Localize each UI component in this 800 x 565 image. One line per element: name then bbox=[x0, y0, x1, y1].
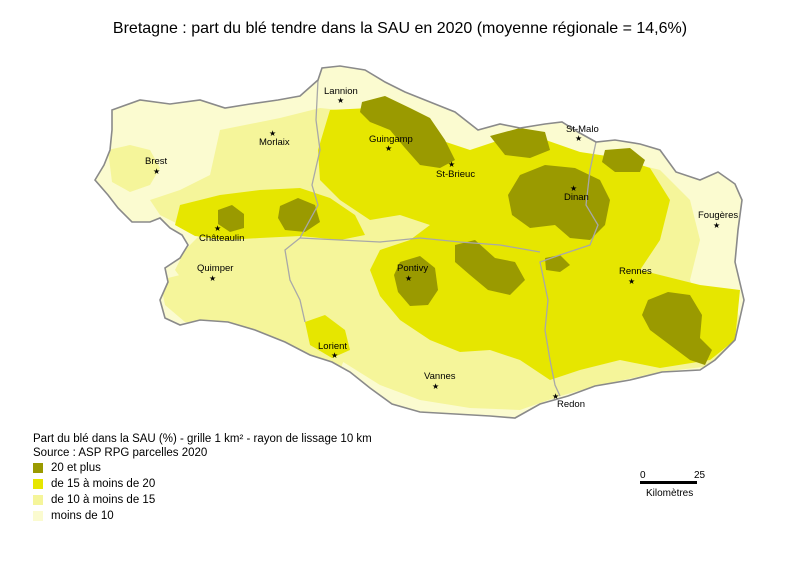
city-star-icon: ★ bbox=[405, 274, 412, 283]
legend-label: moins de 10 bbox=[51, 510, 114, 522]
zone-20-plus-centre-east bbox=[455, 240, 525, 295]
zone-20-plus-pontivy bbox=[394, 256, 438, 306]
city-label: Quimper bbox=[197, 263, 233, 274]
city-redon: ★ Redon bbox=[552, 392, 585, 410]
city-guingamp: Guingamp ★ bbox=[369, 134, 413, 153]
border-ille-et-vilaine bbox=[539, 141, 599, 397]
legend-header: Part du blé dans la SAU (%) - grille 1 k… bbox=[33, 433, 372, 445]
scale-end-label: 25 bbox=[694, 470, 706, 481]
city-star-icon: ★ bbox=[337, 96, 344, 105]
choropleth-layer bbox=[108, 96, 744, 410]
city-star-icon: ★ bbox=[448, 160, 455, 169]
city-label: St-Malo bbox=[566, 124, 599, 135]
city-label: Lannion bbox=[324, 86, 358, 97]
zone-20-plus-dinan bbox=[508, 165, 610, 240]
city-fougeres: Fougères ★ bbox=[698, 210, 738, 230]
zone-20-plus-southeast bbox=[642, 292, 712, 365]
legend-label: de 10 à moins de 15 bbox=[51, 494, 156, 506]
city-label: Châteaulin bbox=[199, 233, 244, 244]
zone-10-15-south bbox=[160, 270, 350, 370]
zone-20-plus-bay bbox=[490, 128, 550, 158]
zone-15-20-lorient bbox=[305, 315, 350, 358]
city-st-brieuc: ★ St-Brieuc bbox=[436, 160, 475, 180]
city-star-icon: ★ bbox=[153, 167, 160, 176]
scale-bar: 0 25 Kilomètres bbox=[640, 470, 706, 499]
city-dinan: ★ Dinan bbox=[564, 184, 589, 203]
city-st-malo: St-Malo ★ bbox=[566, 124, 599, 143]
city-star-icon: ★ bbox=[713, 221, 720, 230]
city-star-icon: ★ bbox=[269, 129, 276, 138]
legend-item-15-20: de 15 à moins de 20 bbox=[33, 476, 372, 492]
legend: Part du blé dans la SAU (%) - grille 1 k… bbox=[33, 432, 372, 524]
legend-source: Source : ASP RPG parcelles 2020 bbox=[33, 447, 208, 459]
city-lannion: Lannion ★ bbox=[324, 86, 358, 105]
city-star-icon: ★ bbox=[575, 134, 582, 143]
legend-item-10-15: de 10 à moins de 15 bbox=[33, 492, 372, 508]
zone-20-plus-chateaulin bbox=[218, 205, 244, 232]
city-morlaix: ★ Morlaix bbox=[259, 129, 290, 148]
city-pontivy: Pontivy ★ bbox=[397, 263, 428, 283]
city-star-icon: ★ bbox=[570, 184, 577, 193]
city-label: Rennes bbox=[619, 266, 652, 277]
city-rennes: Rennes ★ bbox=[619, 266, 652, 286]
scale-unit-label: Kilomètres bbox=[646, 488, 693, 499]
zone-20-plus-small bbox=[545, 255, 570, 272]
scale-start-label: 0 bbox=[640, 470, 646, 481]
city-label: Lorient bbox=[318, 341, 347, 352]
city-label: Fougères bbox=[698, 210, 738, 221]
city-star-icon: ★ bbox=[331, 351, 338, 360]
city-label: Morlaix bbox=[259, 137, 290, 148]
city-label: Pontivy bbox=[397, 263, 428, 274]
city-label: St-Brieuc bbox=[436, 169, 475, 180]
legend-swatch bbox=[33, 511, 43, 521]
city-markers: Lannion ★ ★ Morlaix Guingamp ★ ★ St-Brie… bbox=[145, 86, 738, 410]
city-vannes: Vannes ★ bbox=[424, 371, 456, 391]
city-star-icon: ★ bbox=[385, 144, 392, 153]
city-brest: Brest ★ bbox=[145, 156, 168, 176]
department-borders bbox=[284, 79, 599, 397]
zone-20-plus-centre-west bbox=[278, 198, 320, 232]
border-cotes-morbihan bbox=[299, 237, 541, 253]
city-label: Guingamp bbox=[369, 134, 413, 145]
city-label: Dinan bbox=[564, 192, 589, 203]
city-star-icon: ★ bbox=[214, 224, 221, 233]
city-quimper: Quimper ★ bbox=[197, 263, 233, 283]
scale-line bbox=[640, 481, 697, 484]
legend-label: de 15 à moins de 20 bbox=[51, 478, 156, 490]
legend-swatch bbox=[33, 463, 43, 473]
border-finistere bbox=[284, 79, 321, 323]
city-label: Brest bbox=[145, 156, 168, 167]
city-lorient: Lorient ★ bbox=[318, 341, 347, 360]
city-chateaulin: ★ Châteaulin bbox=[199, 224, 244, 244]
city-star-icon: ★ bbox=[552, 392, 559, 401]
zone-20-plus-east bbox=[602, 148, 645, 172]
legend-swatch bbox=[33, 479, 43, 489]
legend-item-below-10: moins de 10 bbox=[33, 508, 372, 524]
legend-label: 20 et plus bbox=[51, 462, 101, 474]
zone-15-20-centre bbox=[318, 108, 740, 380]
map-title: Bretagne : part du blé tendre dans la SA… bbox=[112, 20, 688, 37]
city-label: Vannes bbox=[424, 371, 456, 382]
city-label: Redon bbox=[557, 399, 585, 410]
city-star-icon: ★ bbox=[628, 277, 635, 286]
city-star-icon: ★ bbox=[209, 274, 216, 283]
legend-swatch bbox=[33, 495, 43, 505]
zone-10-15-west bbox=[108, 145, 160, 192]
legend-item-20-plus: 20 et plus bbox=[33, 460, 372, 476]
zone-20-plus-guingamp bbox=[360, 96, 455, 168]
city-star-icon: ★ bbox=[432, 382, 439, 391]
